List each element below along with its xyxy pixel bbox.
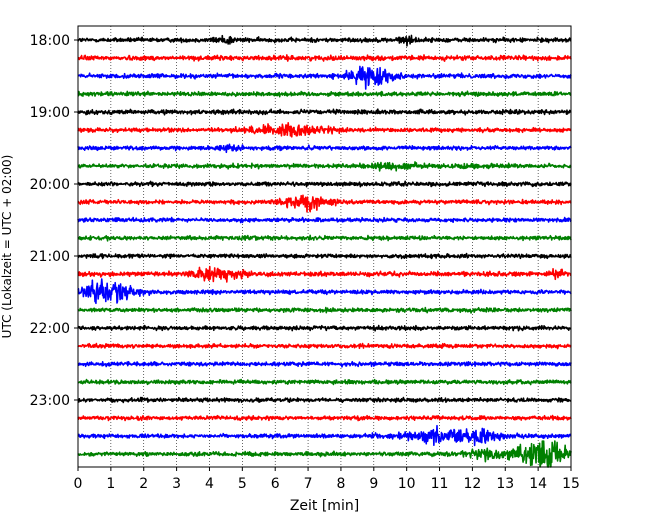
x-tick-label: 10 <box>398 476 416 492</box>
trace-2015 <box>77 194 572 213</box>
x-axis: 0 1 2 3 4 5 6 7 8 9 10 11 12 13 14 15 <box>74 467 580 492</box>
x-tick-label: 13 <box>496 476 514 492</box>
y-tick-label: 18:00 <box>30 33 70 49</box>
plot-frame <box>77 25 572 468</box>
trace-1830 <box>77 65 572 90</box>
x-tick-label: 4 <box>205 476 214 492</box>
y-tick-label: 22:00 <box>30 321 70 337</box>
x-tick-label: 9 <box>369 476 378 492</box>
x-tick-label: 2 <box>139 476 148 492</box>
x-tick-label: 15 <box>562 476 580 492</box>
x-tick-label: 12 <box>463 476 481 492</box>
x-tick-label: 1 <box>106 476 115 492</box>
trace-1800 <box>77 34 572 47</box>
trace-1845 <box>77 90 572 98</box>
trace-1815 <box>77 54 572 62</box>
x-tick-label: 14 <box>529 476 547 492</box>
trace-2330 <box>77 424 572 447</box>
trace-2315 <box>77 414 572 422</box>
y-tick-label: 23:00 <box>30 393 70 409</box>
trace-2345 <box>77 440 572 468</box>
y-tick-label: 19:00 <box>30 105 70 121</box>
x-tick-label: 6 <box>271 476 280 492</box>
trace-2230 <box>77 360 572 368</box>
trace-2215 <box>77 342 572 350</box>
y-tick-label: 20:00 <box>30 177 70 193</box>
trace-group <box>77 34 572 468</box>
trace-1930 <box>77 143 572 154</box>
x-tick-label: 3 <box>172 476 181 492</box>
trace-2300 <box>77 396 572 404</box>
x-tick-label: 0 <box>74 476 83 492</box>
x-tick-label: 11 <box>431 476 449 492</box>
trace-2045 <box>77 234 572 242</box>
trace-1915 <box>77 122 572 138</box>
x-axis-label: Zeit [min] <box>290 498 359 514</box>
y-axis: 18:00 19:00 20:00 21:00 22:00 23:00 <box>30 33 78 409</box>
trace-2115 <box>77 265 572 283</box>
trace-1945 <box>77 161 572 172</box>
trace-2030 <box>77 216 572 224</box>
x-tick-label: 5 <box>238 476 247 492</box>
x-tick-label: 7 <box>304 476 313 492</box>
y-axis-label: UTC (Lokalzeit = UTC + 02:00) <box>0 155 14 339</box>
trace-2245 <box>77 378 572 386</box>
trace-2100 <box>77 252 572 260</box>
trace-2000 <box>77 180 572 188</box>
trace-2145 <box>77 306 572 314</box>
trace-2200 <box>77 324 572 332</box>
x-tick-label: 8 <box>336 476 345 492</box>
y-tick-label: 21:00 <box>30 249 70 265</box>
trace-1900 <box>77 108 572 116</box>
trace-2130 <box>77 278 572 305</box>
